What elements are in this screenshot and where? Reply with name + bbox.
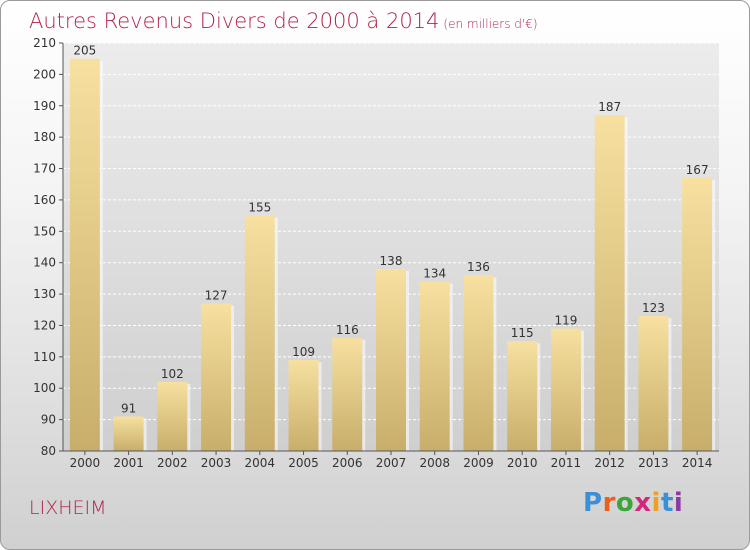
city-name: LIXHEIM — [29, 497, 107, 519]
bar-2008 — [419, 281, 450, 451]
x-tick-label: 2012 — [594, 456, 625, 470]
x-tick-label: 2002 — [157, 456, 188, 470]
x-tick-label: 2006 — [332, 456, 363, 470]
x-tick-label: 2005 — [288, 456, 319, 470]
x-tick-label: 2007 — [376, 456, 407, 470]
bar-highlight — [274, 217, 278, 451]
bar-value-label: 205 — [73, 44, 96, 58]
x-tick-label: 2001 — [113, 456, 144, 470]
x-tick-label: 2008 — [419, 456, 450, 470]
x-tick-label: 2011 — [551, 456, 582, 470]
logo-letter: x — [634, 488, 652, 518]
bar-2009 — [463, 275, 494, 451]
x-tick-label: 2000 — [70, 456, 101, 470]
x-tick-label: 2003 — [201, 456, 232, 470]
logo-letter: P — [583, 488, 603, 518]
bar-value-label: 115 — [511, 326, 534, 340]
bar-highlight — [580, 330, 584, 451]
bar-2003 — [201, 303, 232, 451]
chart-title: Autres Revenus Divers de 2000 à 2014 (en … — [29, 9, 538, 33]
bar-value-label: 123 — [642, 301, 665, 315]
bar-highlight — [143, 418, 147, 451]
proxiti-logo[interactable]: Proxiti — [583, 488, 683, 518]
bar-2005 — [288, 359, 319, 451]
bar-value-label: 167 — [686, 163, 709, 177]
y-tick-label: 210 — [33, 36, 56, 50]
bar-value-label: 136 — [467, 260, 490, 274]
logo-letter: o — [615, 488, 635, 518]
y-tick-label: 180 — [33, 130, 56, 144]
bar-highlight — [318, 361, 322, 451]
bar-highlight — [406, 270, 409, 451]
bar-chart: 205 91 102 127 155 109 116 138 134 136 115 119 187 12… — [33, 36, 719, 470]
bar-highlight — [449, 283, 453, 451]
bar-highlight — [712, 179, 716, 451]
bar-highlight — [362, 340, 366, 451]
logo-letter: r — [602, 488, 616, 518]
y-tick-label: 130 — [33, 287, 56, 301]
bar-2010 — [507, 341, 538, 451]
y-tick-label: 190 — [33, 99, 56, 113]
y-tick-label: 160 — [33, 193, 56, 207]
bar-value-label: 116 — [336, 323, 359, 337]
bar-value-label: 187 — [598, 100, 621, 114]
y-tick-label: 90 — [41, 413, 56, 427]
bar-2001 — [113, 416, 144, 451]
x-tick-label: 2004 — [245, 456, 276, 470]
bar-2000 — [69, 58, 100, 451]
bar-highlight — [668, 318, 672, 451]
y-tick-label: 110 — [33, 350, 56, 364]
bar-2007 — [376, 268, 406, 451]
bar-value-label: 127 — [205, 288, 228, 302]
bar-value-label: 155 — [248, 201, 271, 215]
bar-value-label: 134 — [423, 267, 446, 281]
bar-highlight — [624, 117, 628, 451]
y-tick-label: 100 — [33, 381, 56, 395]
bar-2002 — [157, 381, 188, 451]
logo-letter: i — [673, 488, 684, 518]
bar-value-label: 102 — [161, 367, 184, 381]
y-tick-label: 80 — [41, 444, 56, 458]
x-tick-label: 2010 — [507, 456, 538, 470]
bar-2011 — [550, 328, 581, 451]
bar-highlight — [187, 383, 191, 451]
bar-2012 — [594, 115, 625, 451]
bar-2004 — [244, 215, 275, 451]
bar-2006 — [332, 338, 363, 451]
logo-letter: t — [660, 488, 674, 518]
bar-value-label: 119 — [554, 314, 577, 328]
bar-highlight — [493, 277, 497, 451]
y-tick-label: 120 — [33, 318, 56, 332]
bar-value-label: 91 — [121, 401, 136, 415]
x-tick-label: 2009 — [463, 456, 494, 470]
logo-letter: i — [651, 488, 661, 518]
chart-subtitle: (en milliers d'€) — [443, 17, 538, 31]
y-tick-label: 140 — [33, 256, 56, 270]
bar-value-label: 109 — [292, 345, 315, 359]
bar-value-label: 138 — [380, 254, 403, 268]
x-tick-label: 2014 — [682, 456, 713, 470]
y-tick-label: 150 — [33, 224, 56, 238]
bar-highlight — [99, 60, 103, 451]
y-tick-label: 200 — [33, 67, 56, 81]
bar-highlight — [231, 305, 235, 451]
x-tick-label: 2013 — [638, 456, 669, 470]
bar-2014 — [682, 177, 713, 451]
y-tick-label: 170 — [33, 162, 56, 176]
bar-2013 — [638, 316, 669, 451]
bar-highlight — [537, 343, 541, 451]
